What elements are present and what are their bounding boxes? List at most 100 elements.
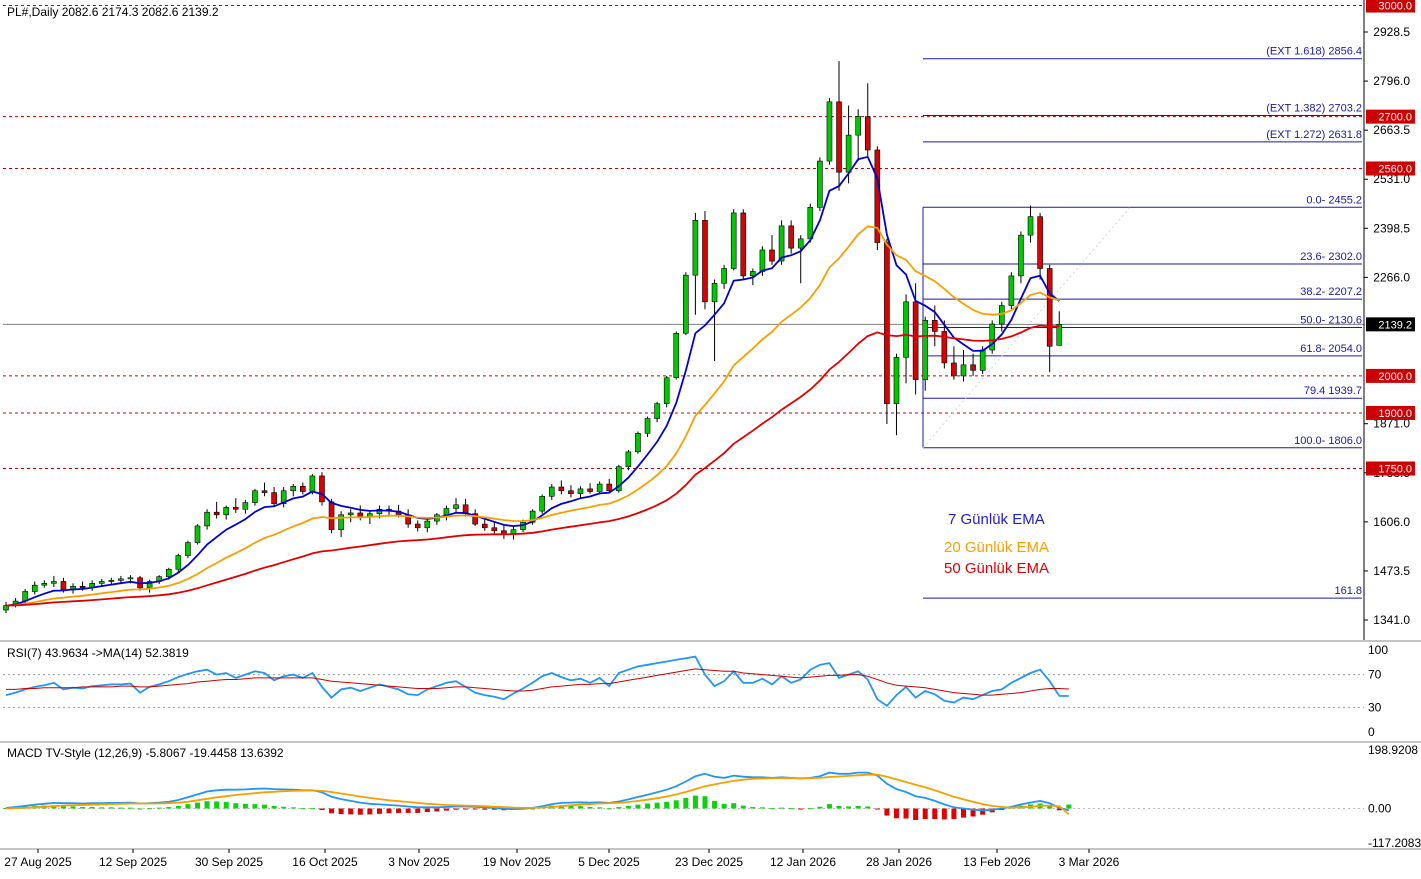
candle [769, 235, 775, 265]
macd-histogram-bar [788, 808, 794, 810]
candle-body [127, 577, 134, 580]
candle-body [60, 581, 67, 591]
macd-histogram-bar [798, 808, 804, 810]
macd-histogram-bar [396, 808, 402, 813]
candle [539, 494, 546, 514]
macd-axis-label: 198.9208 [1368, 743, 1418, 757]
macd-histogram-bar [817, 806, 823, 809]
candle [903, 294, 909, 384]
macd-histogram-bar [166, 807, 172, 809]
macd-histogram-bar [750, 807, 756, 809]
rsi-ma-line [6, 668, 1069, 696]
candle [893, 353, 900, 436]
candle [1018, 231, 1024, 284]
candle [223, 505, 230, 520]
macd-histogram-bar [874, 808, 880, 810]
candle [568, 485, 574, 498]
candle-body [185, 542, 191, 556]
candle [577, 486, 584, 499]
candle [204, 509, 210, 530]
rsi-axis-label: 0 [1368, 725, 1375, 739]
candle [960, 349, 967, 382]
candle [453, 498, 459, 513]
price-level-label: 3000.0 [1378, 1, 1412, 13]
candle [194, 524, 201, 545]
candle [491, 522, 498, 536]
candle-body [108, 580, 115, 582]
macd-histogram-bar [616, 807, 622, 809]
symbol-header: PL#,Daily 2082.6 2174.3 2082.6 2139.2 [7, 5, 219, 19]
candle [472, 509, 478, 526]
candle-body [319, 475, 325, 503]
candle-body [912, 301, 919, 380]
macd-signal-line [5, 773, 1070, 815]
macd-histogram-bar [625, 805, 631, 809]
candle-body [817, 160, 823, 208]
fib-level-label: 79.4 1939.7 [1304, 385, 1362, 397]
candle-body [692, 220, 699, 276]
candle [596, 481, 603, 495]
macd-histogram-bar [941, 808, 947, 820]
macd-histogram-bar [1056, 808, 1062, 811]
candle-body [596, 483, 603, 492]
candle-body [242, 502, 249, 510]
legend-ema50: 50 Günlük EMA [944, 560, 1049, 577]
candle-body [931, 320, 938, 332]
candle-body [233, 507, 239, 510]
macd-histogram-bar [463, 808, 469, 810]
macd-histogram-bar [1066, 804, 1072, 809]
price-level-badge [1366, 109, 1415, 124]
macd-histogram-bar [491, 808, 497, 810]
candle-body [443, 508, 450, 516]
candle-body [769, 249, 775, 262]
macd-histogram-bar [893, 808, 899, 819]
time-axis-label: 30 Sep 2025 [195, 855, 263, 869]
macd-histogram-bar [281, 806, 287, 809]
macd-histogram-bar [731, 803, 737, 809]
candle-body [951, 362, 957, 377]
fib-level-label: 100.0- 1806.0 [1294, 435, 1362, 447]
price-level-label: 2700.0 [1378, 112, 1412, 124]
fib-level-label: 161.8 [1334, 585, 1362, 597]
price-level-badge [1366, 405, 1415, 420]
macd-histogram-bar [376, 808, 382, 814]
price-axis-label: 2531.0 [1373, 172, 1410, 186]
candle-body [730, 212, 737, 269]
candle-body [1037, 216, 1043, 269]
candle-body [702, 220, 708, 303]
macd-histogram-bar [578, 806, 583, 809]
macd-histogram-bar [635, 804, 641, 809]
candle-body [1008, 275, 1015, 306]
time-axis-label: 12 Jan 2026 [770, 855, 836, 869]
candle [606, 478, 613, 493]
candle-body [654, 403, 660, 419]
candle [319, 472, 325, 506]
candle-body [836, 101, 842, 173]
price-axis-label: 1473.5 [1373, 564, 1410, 578]
candle [98, 578, 105, 587]
time-axis-label: 23 Dec 2025 [675, 855, 743, 869]
candle-body [893, 357, 900, 404]
candle [338, 511, 344, 538]
candle [615, 464, 622, 493]
candle-body [204, 511, 210, 527]
macd-histogram-bar [99, 807, 105, 809]
candle-body [51, 581, 57, 584]
macd-histogram-bar [597, 807, 603, 809]
candle-body [146, 581, 153, 589]
rsi-header: RSI(7) 43.9634 ->MA(14) 52.3819 [7, 646, 189, 660]
price-axis-label: 1606.0 [1373, 515, 1410, 529]
macd-histogram-bar [309, 808, 315, 810]
macd-histogram-bar [530, 808, 536, 810]
candle-body [338, 514, 344, 530]
macd-histogram-bar [434, 808, 440, 812]
fib-level-label: 61.8- 2054.0 [1300, 343, 1362, 355]
macd-histogram-bar [204, 801, 210, 809]
candle [788, 220, 794, 254]
candle [836, 61, 842, 191]
macd-histogram-bar [568, 805, 574, 809]
candle-body [558, 486, 565, 492]
fib-level-label: (EXT 1.382) 2703.2 [1266, 102, 1362, 114]
fib-level-label: 0.0- 2455.2 [1306, 194, 1362, 206]
